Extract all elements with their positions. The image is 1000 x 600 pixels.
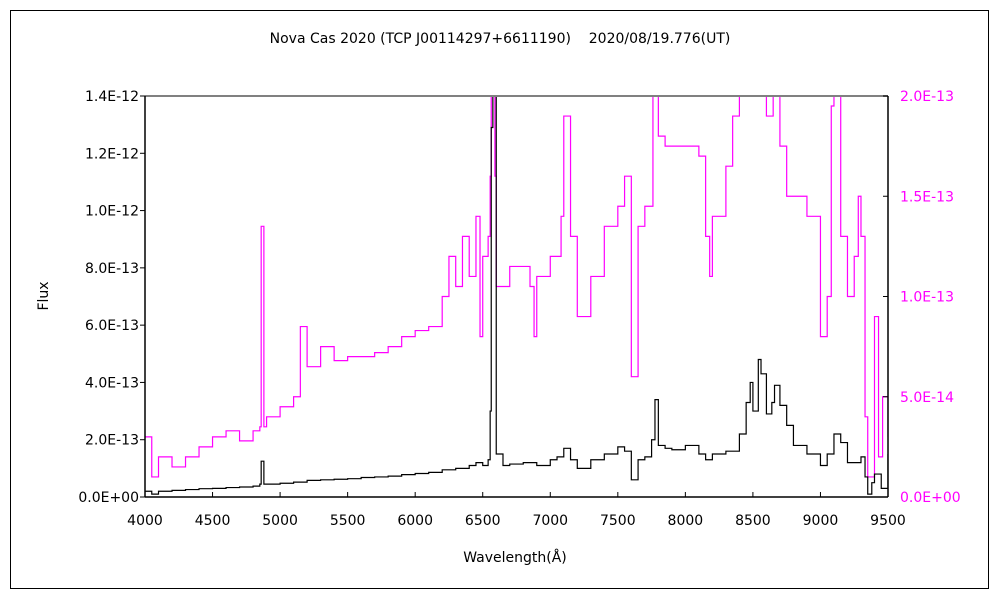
y-tick-label: 0.0E+00 — [78, 490, 139, 506]
x-tick-label: 5000 — [262, 513, 298, 529]
series-line-black — [145, 96, 888, 495]
x-tick-label: 9000 — [803, 513, 839, 529]
x-tick-label: 8500 — [735, 513, 771, 529]
x-tick-label: 6500 — [465, 513, 501, 529]
y2-tick-label: 2.0E-13 — [900, 89, 954, 105]
x-tick-label: 4000 — [127, 513, 163, 529]
y-tick-label: 2.0E-13 — [85, 433, 139, 449]
x-tick-label: 9500 — [870, 513, 906, 529]
y-tick-label: 4.0E-13 — [85, 375, 139, 391]
y-axis-label: Flux — [36, 281, 52, 310]
y-tick-label: 8.0E-13 — [85, 261, 139, 277]
y2-tick-label: 0.0E+00 — [900, 490, 961, 506]
x-tick-label: 7500 — [600, 513, 636, 529]
y-tick-label: 1.4E-12 — [85, 89, 139, 105]
x-axis-label: Wavelength(Å) — [463, 549, 567, 566]
y-tick-label: 1.2E-12 — [85, 146, 139, 162]
x-tick-label: 4500 — [195, 513, 231, 529]
y-tick-label: 6.0E-13 — [85, 318, 139, 334]
chart-title: Nova Cas 2020 (TCP J00114297+6611190) 20… — [270, 31, 731, 47]
y2-tick-label: 1.5E-13 — [900, 189, 954, 205]
x-tick-label: 5500 — [330, 513, 366, 529]
x-tick-label: 8000 — [668, 513, 704, 529]
y2-tick-label: 1.0E-13 — [900, 290, 954, 306]
x-tick-label: 7000 — [532, 513, 568, 529]
y2-tick-label: 5.0E-14 — [900, 390, 954, 406]
chart-frame — [10, 10, 989, 589]
series-line-magenta — [145, 96, 888, 478]
y-tick-label: 1.0E-12 — [85, 204, 139, 220]
x-tick-label: 6000 — [397, 513, 433, 529]
